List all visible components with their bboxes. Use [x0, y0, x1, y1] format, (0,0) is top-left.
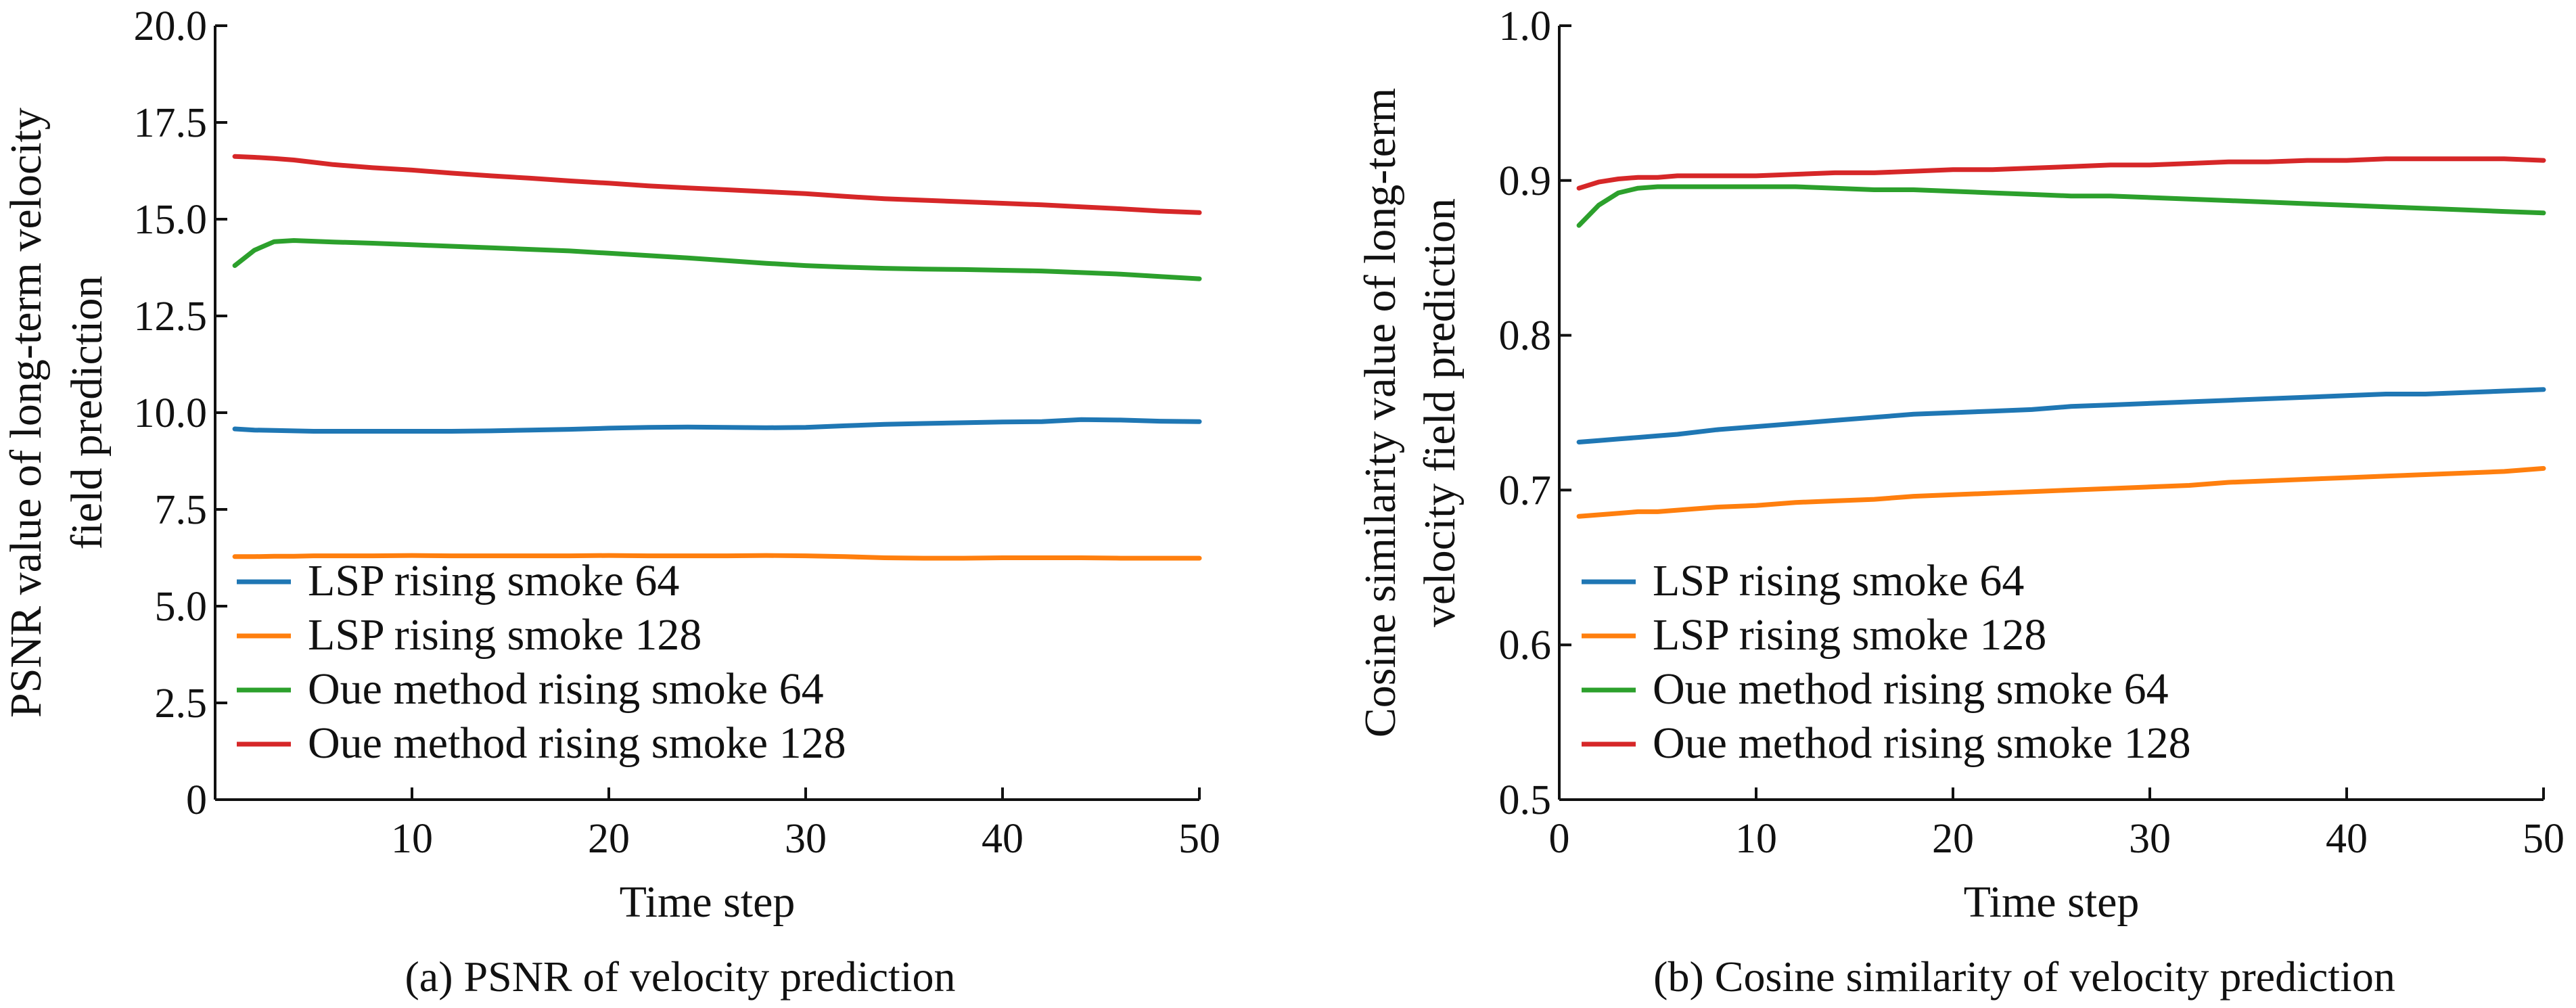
y-tick-label: 20.0: [134, 3, 208, 49]
panel-caption: (a) PSNR of velocity prediction: [405, 953, 955, 1001]
legend-label: LSP rising smoke 64: [1653, 556, 2024, 605]
legend-label: LSP rising smoke 128: [1653, 610, 2046, 660]
y-tick-label: 7.5: [155, 487, 208, 533]
chart-panel-cosine: 0.5 0.6 0.7 0.8 0.9 1.0 0 10 20 30 40 50 Time step Co…: [1356, 3, 2564, 1001]
x-axis-title: Time step: [1964, 877, 2140, 927]
y-tick-label: 15.0: [134, 197, 208, 243]
legend-label: Oue method rising smoke 64: [1653, 664, 2169, 714]
legend-label: Oue method rising smoke 64: [308, 664, 824, 714]
x-tick-label: 30: [785, 816, 827, 862]
panel-caption: (b) Cosine similarity of velocity predic…: [1653, 953, 2395, 1001]
series-line-our128: [232, 154, 1202, 215]
series-line-lsp128: [232, 553, 1202, 561]
x-tick-label: 20: [1932, 816, 1974, 862]
y-tick-label: 10.0: [134, 390, 208, 436]
legend-label: LSP rising smoke 128: [308, 610, 702, 660]
chart-panel-psnr: 0 2.5 5.0 7.5 10.0 12.5 15.0 17.5 20.0 10 20 30 40 50…: [1, 3, 1220, 1001]
legend-label: Oue method rising smoke 128: [1653, 718, 2191, 768]
y-tick-label: 12.5: [134, 294, 208, 340]
legend-label: LSP rising smoke 64: [308, 556, 679, 605]
x-tick-label: 50: [1178, 816, 1220, 862]
series-line-our64: [1576, 184, 2546, 228]
y-tick-label: 2.5: [155, 681, 208, 727]
x-tick-label: 0: [1549, 816, 1570, 862]
y-axis-title-line: velocity field prediction: [1415, 198, 1465, 627]
y-axis-title-line: Cosine similarity value of long-term: [1356, 88, 1405, 737]
x-tick-label: 40: [2326, 816, 2368, 862]
y-tick-label: 17.5: [134, 100, 208, 146]
y-tick-label: 0: [186, 777, 207, 823]
x-tick-label: 30: [2129, 816, 2171, 862]
x-tick-label: 50: [2523, 816, 2564, 862]
y-tick-label: 1.0: [1499, 3, 1552, 49]
y-axis-title-line: field prediction: [62, 275, 112, 549]
x-tick-label: 10: [1735, 816, 1777, 862]
y-tick-label: 0.9: [1499, 158, 1552, 204]
series-line-lsp64: [232, 417, 1202, 434]
x-axis-title: Time step: [620, 877, 796, 927]
series-line-our128: [1576, 156, 2546, 191]
series-line-our64: [232, 238, 1202, 281]
y-tick-label: 0.5: [1499, 777, 1552, 823]
series-line-lsp64: [1576, 387, 2546, 444]
x-tick-label: 10: [391, 816, 433, 862]
series-line-lsp128: [1576, 465, 2546, 519]
y-tick-label: 0.6: [1499, 622, 1552, 668]
y-tick-label: 5.0: [155, 584, 208, 630]
y-tick-label: 0.8: [1499, 313, 1552, 359]
y-axis-title-line: PSNR value of long-term velocity: [1, 108, 51, 718]
x-tick-label: 20: [588, 816, 630, 862]
y-tick-label: 0.7: [1499, 467, 1552, 513]
legend-label: Oue method rising smoke 128: [308, 718, 846, 768]
x-tick-label: 40: [982, 816, 1024, 862]
